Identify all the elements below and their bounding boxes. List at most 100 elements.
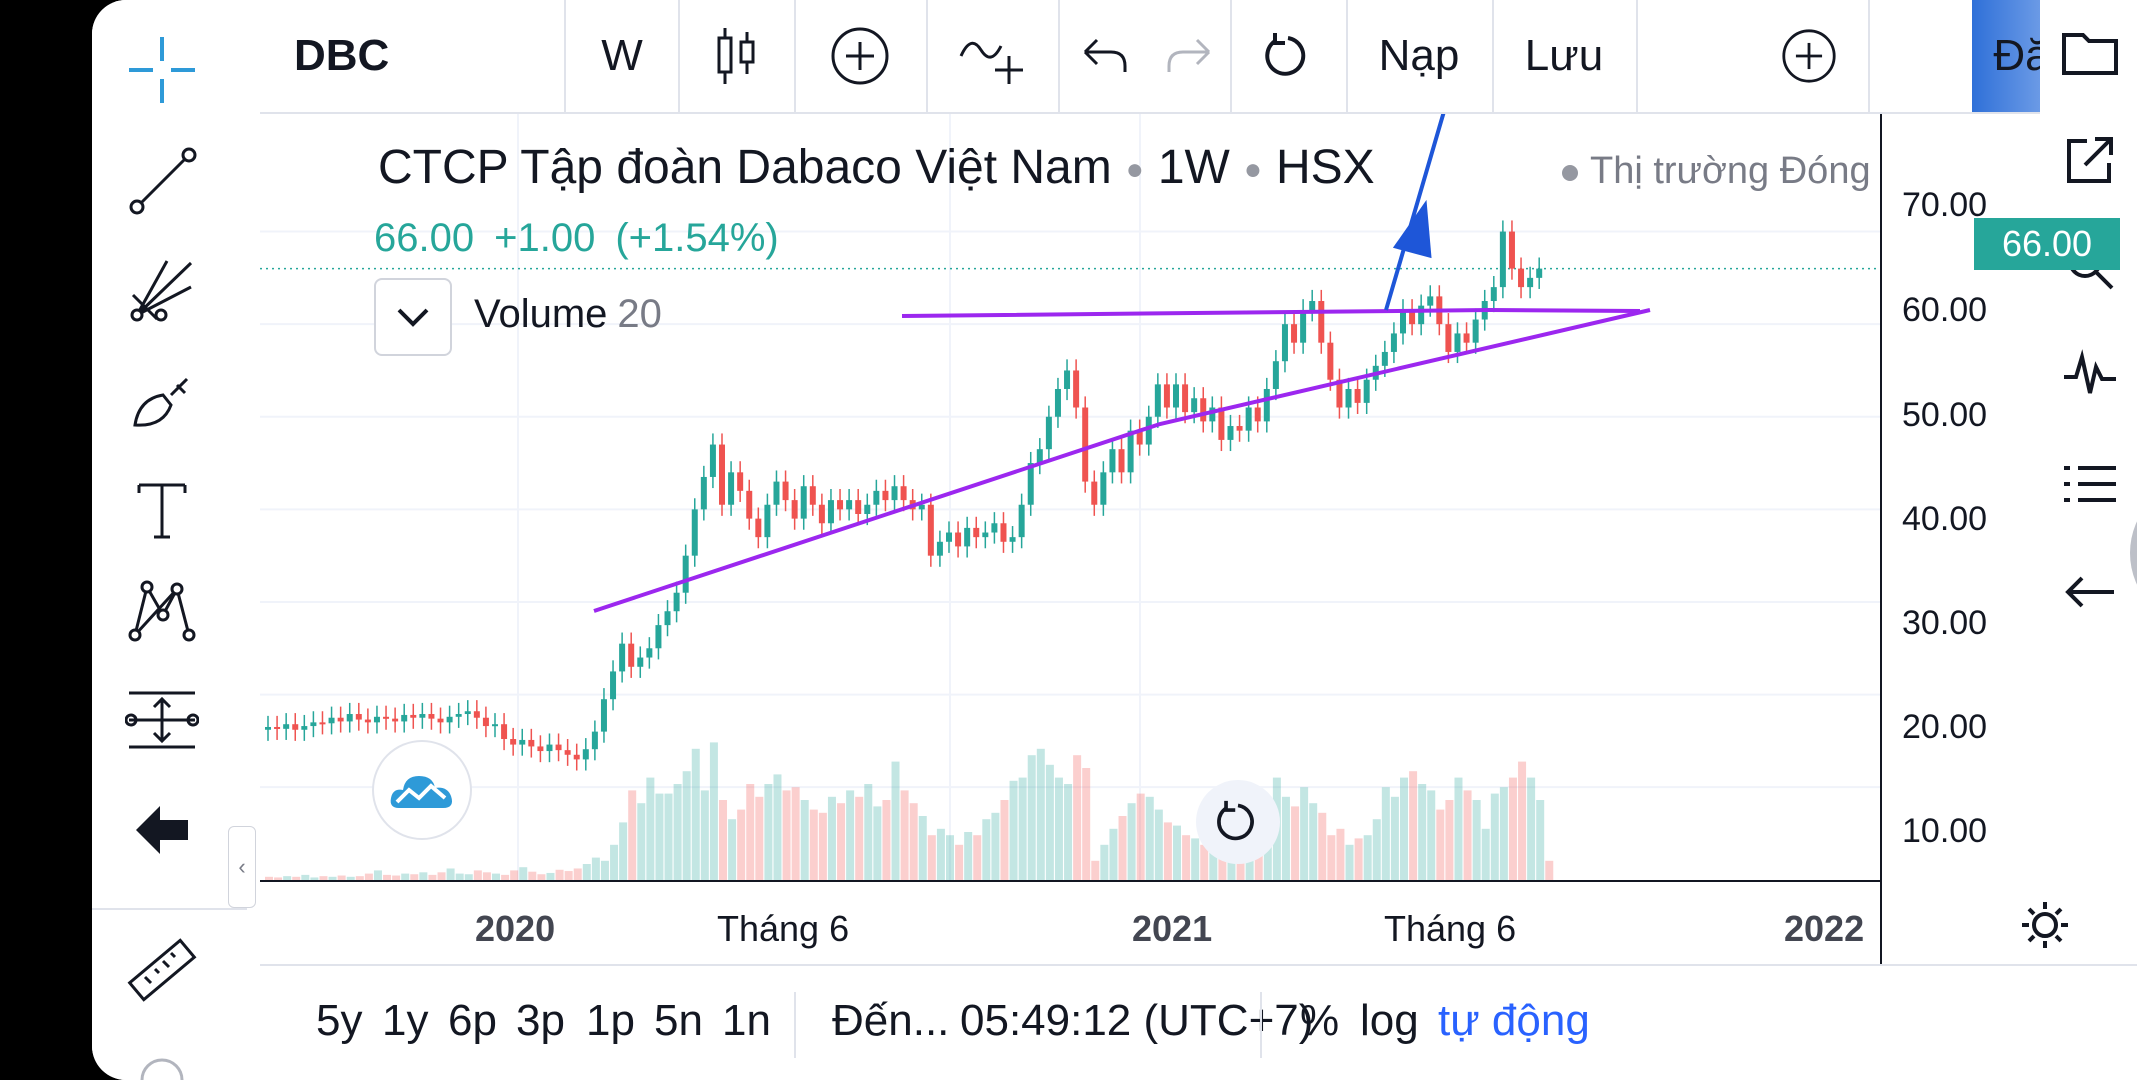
crosshair-icon[interactable] — [122, 30, 202, 110]
volume-bar — [600, 860, 609, 880]
volume-bar — [1018, 777, 1027, 880]
volume-bar — [700, 790, 709, 880]
candle-body — [637, 657, 644, 667]
volume-bar — [383, 874, 392, 880]
load-layout-button[interactable]: Nạp — [1346, 0, 1494, 112]
save-layout-button[interactable]: Lưu — [1492, 0, 1638, 112]
range-5y-button[interactable]: 5y — [316, 996, 363, 1045]
candle-body — [283, 724, 290, 729]
pattern-icon[interactable] — [122, 570, 202, 650]
volume-bar — [973, 835, 982, 880]
range-6m-button[interactable]: 6p — [448, 996, 497, 1045]
volume-bar — [1545, 860, 1554, 880]
range-1d-button[interactable]: 1n — [722, 996, 771, 1045]
candle-body — [1154, 384, 1161, 417]
auto-scale-button[interactable]: tự động — [1438, 996, 1590, 1045]
candle-body — [918, 504, 925, 510]
range-3m-button[interactable]: 3p — [516, 996, 565, 1045]
undo-button[interactable] — [1058, 0, 1150, 112]
range-5d-button[interactable]: 5n — [654, 996, 703, 1045]
reset-chart-button[interactable] — [1196, 780, 1280, 864]
volume-bar — [346, 876, 355, 880]
candle-body — [664, 611, 671, 626]
volume-legend[interactable]: Volume 20 — [474, 292, 662, 337]
volume-bar — [1036, 748, 1045, 880]
cloud-button[interactable] — [374, 742, 470, 838]
compare-button[interactable] — [794, 0, 928, 112]
bottom-bar: 5y 1y 6p 3p 1p 5n 1n Đến... 05:49:12 (UT… — [260, 964, 2137, 1080]
candle-body — [1354, 388, 1361, 403]
pulse-icon[interactable] — [2060, 344, 2120, 404]
add-button[interactable] — [1750, 0, 1870, 112]
text-tool-icon[interactable] — [122, 470, 202, 550]
log-scale-button[interactable]: log — [1360, 996, 1419, 1045]
volume-bar — [746, 784, 755, 880]
ruler-icon[interactable] — [122, 930, 202, 1010]
save-label: Lưu — [1524, 31, 1604, 80]
drawing-toolbar — [92, 0, 247, 1080]
volume-bar — [1499, 787, 1508, 880]
list-icon[interactable] — [2060, 454, 2120, 514]
volume-bar — [1118, 816, 1127, 880]
trend-line-icon[interactable] — [122, 140, 202, 220]
candle-body — [1499, 231, 1506, 288]
share-icon[interactable] — [2060, 130, 2120, 190]
candle-body — [1136, 430, 1143, 445]
legend-collapse-button[interactable] — [374, 278, 452, 356]
plus-circle-icon — [1782, 29, 1836, 83]
clock-timezone[interactable]: 05:49:12 (UTC+7) — [960, 996, 1314, 1045]
volume-bar — [846, 790, 855, 880]
range-1m-button[interactable]: 1p — [586, 996, 635, 1045]
collapse-toolbar-button[interactable]: ‹ — [228, 826, 256, 908]
candle-body — [846, 500, 853, 510]
volume-bar — [446, 868, 455, 880]
volume-bar — [1427, 790, 1436, 880]
candle-body — [1145, 416, 1152, 445]
candle-body — [473, 711, 480, 718]
volume-bar — [637, 803, 646, 880]
volume-bar — [1009, 780, 1018, 880]
candle-body — [864, 504, 871, 514]
candle-body — [1518, 268, 1525, 288]
plus-circle-icon — [831, 27, 889, 85]
back-arrow-icon[interactable] — [122, 790, 202, 870]
candle-body — [1363, 379, 1370, 403]
volume-bar — [691, 748, 700, 880]
volume-bar — [1136, 793, 1145, 880]
indicators-button[interactable] — [926, 0, 1060, 112]
more-tools-icon[interactable] — [122, 1040, 202, 1080]
candle-body — [691, 509, 698, 556]
price-chart[interactable] — [260, 114, 1880, 880]
candle-body — [555, 744, 562, 751]
candle-body — [1508, 231, 1515, 269]
settings-button[interactable] — [2020, 900, 2070, 955]
price-tick-label: 30.00 — [1902, 604, 1988, 642]
reset-view-button[interactable] — [1230, 0, 1348, 112]
range-1y-button[interactable]: 1y — [382, 996, 429, 1045]
volume-bar — [310, 877, 319, 880]
volume-bar — [655, 793, 664, 880]
candle-body — [1345, 388, 1352, 408]
interval-button[interactable]: W — [566, 0, 680, 112]
volume-bar — [337, 875, 346, 880]
time-tick-label: Tháng 6 — [717, 908, 850, 949]
time-axis[interactable] — [260, 880, 1880, 966]
back-icon[interactable] — [2060, 562, 2120, 622]
volume-bar — [1400, 777, 1408, 880]
candle-body — [709, 444, 716, 477]
measure-tool-icon[interactable] — [122, 680, 202, 760]
candle-body — [591, 731, 598, 750]
volume-bar — [419, 872, 428, 880]
volume-bar — [837, 803, 846, 880]
fib-fan-icon[interactable] — [122, 250, 202, 330]
volume-bar — [1381, 787, 1390, 880]
draw-fab-button[interactable] — [2130, 478, 2137, 628]
brush-icon[interactable] — [122, 360, 202, 440]
chart-type-button[interactable] — [678, 0, 796, 112]
symbol-search-button[interactable]: DBC — [260, 0, 566, 112]
folder-icon[interactable] — [2060, 22, 2120, 82]
volume-bar — [464, 874, 473, 880]
percent-scale-button[interactable]: % — [1300, 996, 1340, 1045]
goto-date-button[interactable]: Đến... — [832, 996, 950, 1045]
redo-button[interactable] — [1150, 0, 1232, 112]
